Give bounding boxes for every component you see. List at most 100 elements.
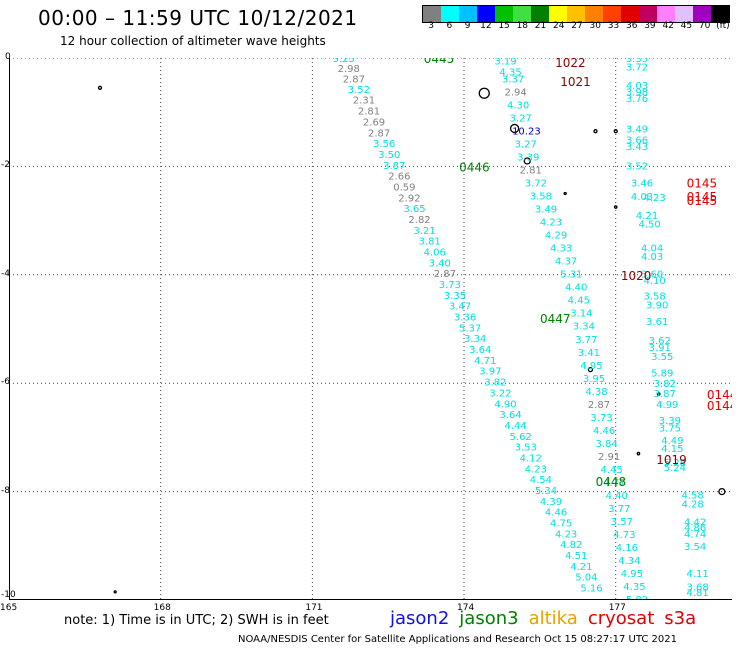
wave-height-value: 2.87 xyxy=(343,75,365,86)
satellite-s3a: s3a xyxy=(664,608,697,629)
wave-height-value: 4.81 xyxy=(686,588,708,599)
wave-height-value: 3.65 xyxy=(403,204,425,215)
wave-height-value: 4.03 xyxy=(641,252,663,263)
wave-height-value: 3.58 xyxy=(530,192,552,203)
scale-swatch xyxy=(567,6,585,22)
scale-swatch xyxy=(459,6,477,22)
wave-height-value: 3.73 xyxy=(439,280,461,291)
scale-label: 70 xyxy=(698,21,711,31)
x-tick-label: 171 xyxy=(305,603,323,613)
wave-height-value: 3.64 xyxy=(499,410,521,421)
wave-height-value: 3.55 xyxy=(651,352,673,363)
island-outline xyxy=(509,123,520,134)
wave-height-value: 3.82 xyxy=(654,379,676,390)
wave-height-value: 2.69 xyxy=(363,117,385,128)
satellite-altika: altika xyxy=(528,608,578,629)
wave-height-value: 2.92 xyxy=(398,193,420,204)
scale-label: 33 xyxy=(607,21,620,31)
y-tick-label: -2 xyxy=(1,160,10,171)
scale-label: 6 xyxy=(446,21,453,31)
wave-height-value: 2.81 xyxy=(358,107,380,118)
note-text: note: 1) Time is in UTC; 2) SWH is in fe… xyxy=(64,613,329,628)
wave-height-value: 0.59 xyxy=(393,182,415,193)
wave-height-value: 3.84 xyxy=(595,439,617,450)
scale-swatch xyxy=(711,6,729,22)
wave-height-value: 4.03 xyxy=(631,192,653,203)
scale-label: 3 xyxy=(428,21,434,31)
wave-height-value: 4.50 xyxy=(638,219,660,230)
wave-height-value: 3.64 xyxy=(469,345,491,356)
wave-height-value: 4.77 xyxy=(603,478,625,489)
wave-height-value: 3.35 xyxy=(626,58,648,65)
wave-height-value: 3.81 xyxy=(419,237,441,248)
wave-height-value: 5.31 xyxy=(560,270,582,281)
island-outline xyxy=(613,129,618,134)
scale-label: 42 xyxy=(662,21,674,31)
color-scale-labels: 3 6 9 12 15 18 21 24 27 30 33 36 39 42 45 70 (ft) xyxy=(422,21,732,31)
scale-label: 45 xyxy=(680,21,693,31)
wave-height-value: 4.35 xyxy=(499,68,521,79)
wave-height-value: 5.28 xyxy=(664,458,686,469)
wave-height-value: 4.23 xyxy=(555,529,577,540)
wave-height-value: 4.12 xyxy=(520,453,542,464)
wave-height-value: 3.46 xyxy=(631,179,653,190)
island-outline xyxy=(587,366,594,373)
wave-height-value: 3.57 xyxy=(611,517,633,528)
scale-swatch xyxy=(675,6,693,22)
scale-label: 27 xyxy=(571,21,583,31)
subtitle: 12 hour collection of altimeter wave hei… xyxy=(60,34,326,48)
wave-height-value: 4.86 xyxy=(684,523,706,534)
wave-height-value: 4.71 xyxy=(474,356,496,367)
x-tick-label: 165 xyxy=(0,603,18,613)
wave-height-value: 4.38 xyxy=(585,387,607,398)
time-label: 0145 xyxy=(687,194,718,208)
scale-swatch xyxy=(639,6,657,22)
wave-height-value: 4.44 xyxy=(504,421,526,432)
wave-height-value: 4.95 xyxy=(621,569,643,580)
wave-height-value: 4.40 xyxy=(565,283,587,294)
satellite-cryosat: cryosat xyxy=(587,608,655,629)
wave-height-value: 4.23 xyxy=(525,464,547,475)
y-tick-label: -6 xyxy=(1,377,10,388)
wave-height-value: 4.99 xyxy=(656,400,678,411)
wave-height-value: 3.68 xyxy=(686,582,708,593)
satellite-jason2: jason2 xyxy=(390,608,450,629)
wave-height-value: 3.27 xyxy=(510,114,532,125)
scale-swatch xyxy=(423,6,441,22)
wave-height-value: 2.31 xyxy=(353,96,375,107)
scale-label: 30 xyxy=(589,21,601,31)
island-outline xyxy=(478,87,490,99)
wave-height-value: 2.66 xyxy=(388,172,410,183)
island-outline xyxy=(523,157,531,165)
wave-height-value: 3.19 xyxy=(494,58,516,68)
scale-label: 36 xyxy=(625,21,638,31)
scale-label: 15 xyxy=(498,21,510,31)
wave-height-value: 4.40 xyxy=(606,491,628,502)
island-outline xyxy=(718,487,726,496)
scale-swatch xyxy=(585,6,603,22)
wave-height-value: 3.22 xyxy=(489,388,511,399)
wave-height-value: 5.24 xyxy=(664,463,686,474)
scale-swatch xyxy=(441,6,459,22)
wave-height-value: 4.29 xyxy=(545,231,567,242)
scale-swatch xyxy=(513,6,531,22)
wave-height-value: 4.30 xyxy=(507,101,529,112)
scale-label: 12 xyxy=(480,21,492,31)
wave-height-value: 4.58 xyxy=(681,490,703,501)
wave-height-value: 3.91 xyxy=(649,343,671,354)
wave-height-value: 3.77 xyxy=(575,335,597,346)
scale-label: (ft) xyxy=(716,21,730,31)
wave-height-value: 3.25 xyxy=(333,58,355,65)
island-outline xyxy=(563,191,567,196)
scale-label: 39 xyxy=(644,21,656,31)
island-outline xyxy=(613,205,618,209)
island-outline xyxy=(656,392,661,396)
wave-height-value: 3.49 xyxy=(626,124,648,135)
wave-height-value: 5.82 xyxy=(626,595,648,600)
wave-height-value: 4.33 xyxy=(550,244,572,255)
wave-height-value: 3.39 xyxy=(517,153,539,164)
wave-height-value: 3.58 xyxy=(644,291,666,302)
wave-height-value: 3.53 xyxy=(515,443,537,454)
wave-height-value: 3.62 xyxy=(649,336,671,347)
